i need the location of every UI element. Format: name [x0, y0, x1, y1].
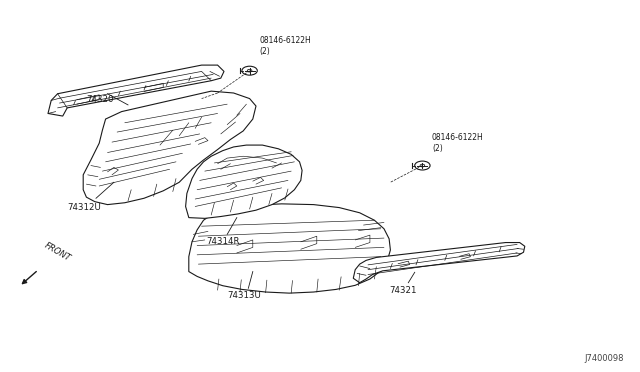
Text: 74320: 74320	[86, 95, 114, 104]
Text: 08146-6122H
(2): 08146-6122H (2)	[259, 36, 311, 56]
Polygon shape	[48, 65, 224, 116]
Text: 74312U: 74312U	[67, 203, 101, 212]
Text: FRONT: FRONT	[43, 241, 72, 263]
Text: 74314R: 74314R	[206, 237, 239, 246]
Text: 74321: 74321	[389, 286, 417, 295]
Text: J7400098: J7400098	[584, 354, 624, 363]
Polygon shape	[83, 91, 256, 205]
Polygon shape	[353, 243, 525, 283]
Polygon shape	[189, 204, 390, 293]
Text: 74313U: 74313U	[227, 291, 261, 300]
Text: 08146-6122H
(2): 08146-6122H (2)	[432, 133, 484, 153]
Polygon shape	[186, 145, 302, 218]
